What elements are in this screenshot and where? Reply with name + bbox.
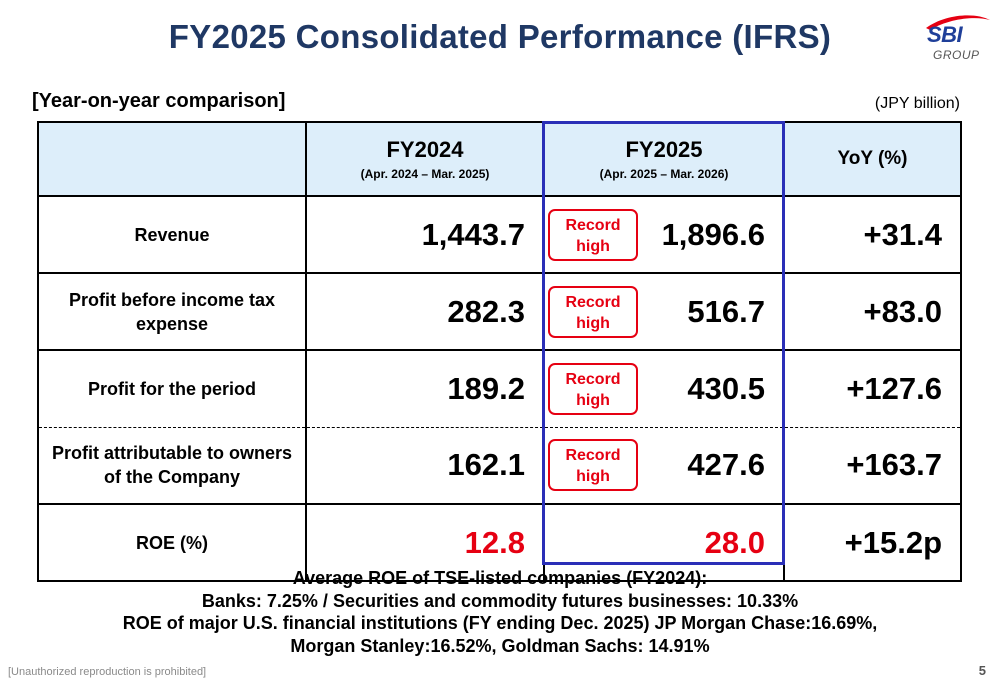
fy2025-value: 427.6: [687, 447, 765, 483]
header-blank: [37, 121, 307, 197]
note-line: Banks: 7.25% / Securities and commodity …: [201, 590, 799, 611]
header-fy2024-main: FY2024: [386, 137, 464, 162]
fy2024-value: 162.1: [305, 426, 545, 505]
sbi-logo-sub: GROUP: [933, 48, 980, 62]
sbi-logo: SBI: [927, 22, 963, 47]
fy2025-cell: 28.0: [543, 503, 785, 582]
page-number: 5: [978, 663, 986, 678]
table-row: Profit attributable to owners of the Com…: [37, 426, 962, 505]
fy2024-value: 282.3: [305, 272, 545, 351]
record-high-badge: Record high: [548, 208, 638, 261]
header-fy2025-sub: (Apr. 2025 – Mar. 2026): [599, 167, 729, 181]
page-title: FY2025 Consolidated Performance (IFRS): [168, 18, 832, 55]
row-label: Profit attributable to owners of the Com…: [37, 426, 307, 505]
yoy-value: +83.0: [783, 272, 962, 351]
fy2025-cell: Record high 427.6: [543, 426, 785, 505]
fy2025-cell: Record high 430.5: [543, 349, 785, 428]
table-row: ROE (%) 12.8 28.0 +15.2p: [37, 503, 962, 582]
yoy-value: +163.7: [783, 426, 962, 505]
fy2024-value: 12.8: [305, 503, 545, 582]
fy2024-value: 189.2: [305, 349, 545, 428]
fy2025-cell: Record high 516.7: [543, 272, 785, 351]
roe-notes: Average ROE of TSE-listed companies (FY2…: [0, 567, 1000, 657]
fy2024-value: 1,443.7: [305, 195, 545, 274]
table-row: Profit for the period 189.2 Record high …: [37, 349, 962, 428]
yoy-value: +15.2p: [783, 503, 962, 582]
section-subtitle: [Year-on-year comparison]: [32, 90, 286, 112]
record-high-badge: Record high: [548, 285, 638, 338]
fy2025-value: 1,896.6: [661, 216, 765, 252]
note-line: Morgan Stanley:16.52%, Goldman Sachs: 14…: [290, 635, 710, 656]
fy2025-cell: Record high 1,896.6: [543, 195, 785, 274]
row-label: ROE (%): [37, 503, 307, 582]
row-label: Profit before income tax expense: [37, 272, 307, 351]
header-fy2024-sub: (Apr. 2024 – Mar. 2025): [360, 167, 490, 181]
header-fy2025-main: FY2025: [625, 137, 703, 162]
yoy-value: +31.4: [783, 195, 962, 274]
table-row: Revenue 1,443.7 Record high 1,896.6 +31.…: [37, 195, 962, 274]
row-label: Revenue: [37, 195, 307, 274]
row-label: Profit for the period: [37, 349, 307, 428]
table-header-row: FY2024 (Apr. 2024 – Mar. 2025) FY2025 (A…: [37, 121, 962, 197]
header-fy2025: FY2025 (Apr. 2025 – Mar. 2026): [543, 121, 785, 197]
yoy-value: +127.6: [783, 349, 962, 428]
fy2025-value: 516.7: [687, 293, 765, 329]
unit-label: (JPY billion): [874, 95, 960, 112]
note-line: ROE of major U.S. financial institutions…: [122, 613, 878, 633]
sbi-swoosh-icon: [926, 15, 990, 30]
header-yoy: YoY (%): [783, 121, 962, 197]
header-yoy-main: YoY (%): [837, 148, 908, 169]
header-fy2024: FY2024 (Apr. 2024 – Mar. 2025): [305, 121, 545, 197]
fy2025-value: 28.0: [704, 524, 765, 560]
copyright-notice: [Unauthorized reproduction is prohibited…: [8, 666, 207, 678]
note-line: Average ROE of TSE-listed companies (FY2…: [292, 568, 708, 588]
performance-table: FY2024 (Apr. 2024 – Mar. 2025) FY2025 (A…: [37, 121, 962, 582]
record-high-badge: Record high: [548, 439, 638, 492]
table-row: Profit before income tax expense 282.3 R…: [37, 272, 962, 351]
fy2025-value: 430.5: [687, 370, 765, 406]
record-high-badge: Record high: [548, 362, 638, 415]
